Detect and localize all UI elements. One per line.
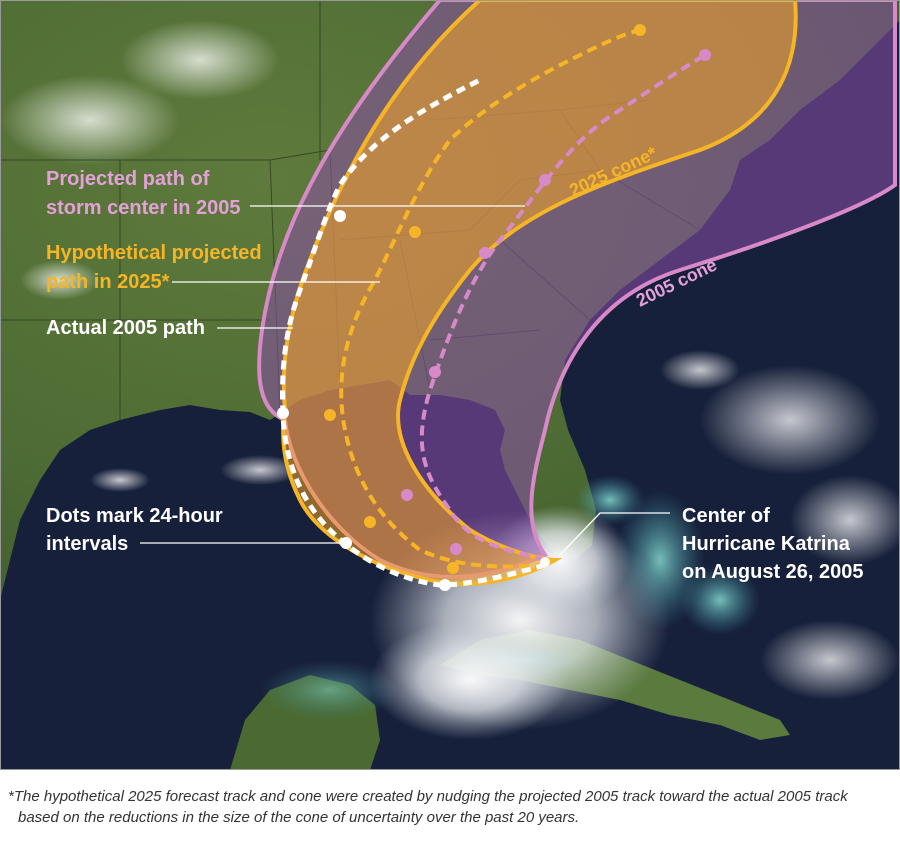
projected-2025-dots: [324, 24, 646, 574]
footnote: *The hypothetical 2025 forecast track an…: [8, 786, 892, 828]
footnote-text: *The hypothetical 2025 forecast track an…: [8, 788, 848, 826]
label-actual-2005: Actual 2005 path: [46, 317, 205, 339]
projected-2005-dots: [401, 49, 711, 555]
label-dots: Dots mark 24-hour intervals: [46, 505, 228, 555]
label-projected-2005: Projected path of storm center in 2005: [46, 168, 241, 219]
hurricane-katrina-forecast-map: Projected path of storm center in 2005 H…: [0, 0, 900, 770]
yucatan-shelf: [260, 660, 400, 720]
projected-path-2025: [339, 28, 641, 569]
projected-path-2005: [419, 53, 707, 562]
cloud-cover: [0, 20, 900, 700]
leader-lines: [140, 205, 670, 556]
bahamas-bank: [680, 565, 760, 635]
leader-katrina: [559, 512, 670, 556]
label-katrina-center: Center of Hurricane Katrina on August 26…: [682, 505, 864, 583]
label-projected-2025: Hypothetical projected path in 2025*: [46, 242, 267, 293]
actual-2005-dots: [277, 210, 451, 591]
katrina-center-marker: [540, 557, 550, 567]
cone-2025: [281, 0, 798, 586]
